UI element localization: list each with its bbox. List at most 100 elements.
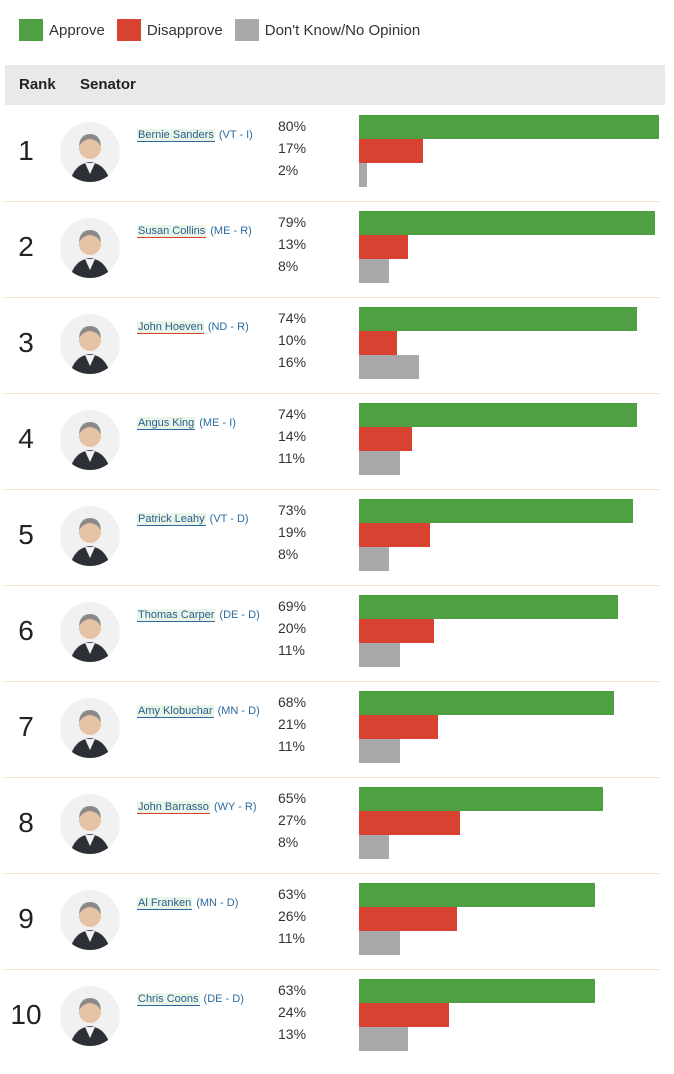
senator-portrait-icon bbox=[70, 902, 110, 950]
senator-row: 5 Patrick Leahy (VT - D) 73% 19% 8% bbox=[0, 489, 674, 585]
senator-name-wrap: Angus King (ME - I) bbox=[137, 417, 236, 430]
pct-label-disapprove: 20% bbox=[278, 620, 307, 636]
senator-avatar bbox=[60, 698, 120, 758]
bar-approve bbox=[359, 307, 637, 331]
bar-dk bbox=[359, 931, 401, 955]
senator-party: (VT - D) bbox=[209, 513, 249, 525]
pct-label-disapprove: 13% bbox=[278, 236, 307, 252]
pct-label-dk: 11% bbox=[278, 450, 305, 466]
senator-name-link[interactable]: Susan Collins bbox=[137, 225, 207, 238]
senator-name-wrap: Patrick Leahy (VT - D) bbox=[137, 513, 249, 526]
pct-label-disapprove: 19% bbox=[278, 524, 307, 540]
pct-label-approve: 80% bbox=[278, 118, 307, 134]
table-header: Rank Senator bbox=[5, 65, 665, 105]
bar-disapprove bbox=[359, 523, 431, 547]
pct-label-disapprove: 21% bbox=[278, 716, 307, 732]
pct-label-approve: 63% bbox=[278, 982, 307, 998]
senator-avatar bbox=[60, 410, 120, 470]
pct-label-dk: 11% bbox=[278, 930, 305, 946]
senator-portrait-icon bbox=[70, 134, 110, 182]
rank-number: 7 bbox=[18, 711, 34, 742]
senator-row: 9 Al Franken (MN - D) 63% 26% 11% bbox=[0, 873, 674, 969]
senator-name-link[interactable]: John Barrasso bbox=[137, 801, 210, 814]
senator-party: (MN - D) bbox=[217, 705, 260, 717]
senator-name-link[interactable]: Bernie Sanders bbox=[137, 129, 215, 142]
senator-row: 10 Chris Coons (DE - D) 63% 24% 13% bbox=[0, 969, 674, 1065]
senator-party: (DE - D) bbox=[203, 993, 244, 1005]
legend-label-dont-know: Don't Know/No Opinion bbox=[264, 21, 421, 39]
senator-name-link[interactable]: Al Franken bbox=[137, 897, 193, 910]
senator-portrait-icon bbox=[70, 422, 110, 470]
legend-swatch-approve bbox=[19, 19, 43, 41]
bar-approve bbox=[359, 595, 618, 619]
bar-dk bbox=[359, 259, 389, 283]
rank-number: 1 bbox=[18, 135, 34, 166]
senator-row: 3 John Hoeven (ND - R) 74% 10% 16% bbox=[0, 297, 674, 393]
pct-label-dk: 8% bbox=[278, 546, 299, 562]
bar-approve bbox=[359, 499, 633, 523]
senator-row: 8 John Barrasso (WY - R) 65% 27% 8% bbox=[0, 777, 674, 873]
senator-name-link[interactable]: Thomas Carper bbox=[137, 609, 216, 622]
senator-portrait-icon bbox=[70, 518, 110, 566]
senator-name-link[interactable]: Chris Coons bbox=[137, 993, 200, 1006]
bar-disapprove bbox=[359, 811, 461, 835]
senator-row: 7 Amy Klobuchar (MN - D) 68% 21% 11% bbox=[0, 681, 674, 777]
senator-avatar bbox=[60, 890, 120, 950]
bar-dk bbox=[359, 547, 389, 571]
rank-number: 3 bbox=[18, 327, 34, 358]
senator-row: 2 Susan Collins (ME - R) 79% 13% 8% bbox=[0, 201, 674, 297]
senator-name-link[interactable]: Amy Klobuchar bbox=[137, 705, 214, 718]
legend: Approve Disapprove Don't Know/No Opinion bbox=[19, 19, 432, 41]
bar-disapprove bbox=[359, 715, 438, 739]
senator-name-link[interactable]: Patrick Leahy bbox=[137, 513, 206, 526]
pct-label-dk: 13% bbox=[278, 1026, 307, 1042]
senator-name-link[interactable]: Angus King bbox=[137, 417, 196, 430]
senator-name-wrap: Bernie Sanders (VT - I) bbox=[137, 129, 253, 142]
senator-portrait-icon bbox=[70, 710, 110, 758]
senator-row: 1 Bernie Sanders (VT - I) 80% 17% 2% bbox=[0, 105, 674, 201]
pct-label-disapprove: 17% bbox=[278, 140, 307, 156]
bar-disapprove bbox=[359, 619, 434, 643]
column-header-rank: Rank bbox=[19, 76, 56, 93]
bar-approve bbox=[359, 115, 659, 139]
senator-party: (VT - I) bbox=[218, 129, 253, 141]
rank-number: 2 bbox=[18, 231, 34, 262]
senator-party: (ND - R) bbox=[207, 321, 249, 333]
pct-label-dk: 11% bbox=[278, 642, 305, 658]
pct-label-approve: 74% bbox=[278, 310, 307, 326]
row-separator bbox=[5, 201, 660, 202]
bar-dk bbox=[359, 643, 401, 667]
senator-avatar bbox=[60, 506, 120, 566]
legend-item-disapprove: Disapprove bbox=[116, 19, 223, 41]
senator-avatar bbox=[60, 602, 120, 662]
bar-approve bbox=[359, 691, 614, 715]
senator-portrait-icon bbox=[70, 614, 110, 662]
legend-item-dont-know: Don't Know/No Opinion bbox=[234, 19, 421, 41]
rank-number: 8 bbox=[18, 807, 34, 838]
rank-number: 6 bbox=[18, 615, 34, 646]
bar-dk bbox=[359, 739, 401, 763]
senator-row: 4 Angus King (ME - I) 74% 14% 11% bbox=[0, 393, 674, 489]
row-separator bbox=[5, 393, 660, 394]
rank-number: 10 bbox=[10, 999, 42, 1030]
pct-label-dk: 2% bbox=[278, 162, 299, 178]
senator-avatar bbox=[60, 122, 120, 182]
senator-name-wrap: Susan Collins (ME - R) bbox=[137, 225, 252, 238]
pct-label-approve: 74% bbox=[278, 406, 307, 422]
senator-avatar bbox=[60, 314, 120, 374]
pct-label-dk: 8% bbox=[278, 834, 299, 850]
pct-label-approve: 68% bbox=[278, 694, 307, 710]
bar-dk bbox=[359, 451, 401, 475]
row-separator bbox=[5, 969, 660, 970]
rank-number: 9 bbox=[18, 903, 34, 934]
row-separator bbox=[5, 681, 660, 682]
senator-row: 6 Thomas Carper (DE - D) 69% 20% 11% bbox=[0, 585, 674, 681]
legend-item-approve: Approve bbox=[19, 19, 105, 41]
pct-label-dk: 8% bbox=[278, 258, 299, 274]
senator-party: (MN - D) bbox=[196, 897, 239, 909]
senator-name-link[interactable]: John Hoeven bbox=[137, 321, 204, 334]
bar-disapprove bbox=[359, 1003, 449, 1027]
senator-portrait-icon bbox=[70, 806, 110, 854]
pct-label-approve: 63% bbox=[278, 886, 307, 902]
rank-number: 5 bbox=[18, 519, 34, 550]
